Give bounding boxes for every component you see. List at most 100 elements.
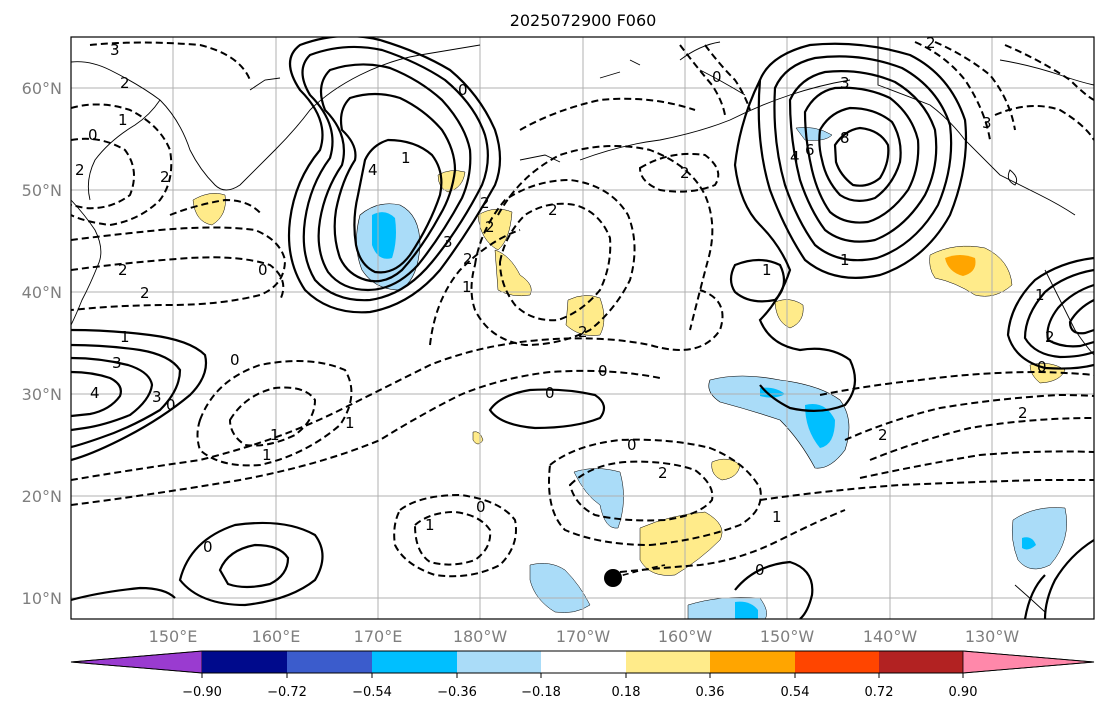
contour-label: 2 <box>485 218 495 236</box>
contour-label: 3 <box>982 114 992 132</box>
map-title: 2025072900 F060 <box>510 11 657 30</box>
svg-text:150°E: 150°E <box>149 627 198 646</box>
colorbar-bin <box>457 651 541 673</box>
lat-axis: 60°N 50°N 40°N 30°N 20°N 10°N <box>22 79 62 608</box>
map-frame <box>70 36 1095 620</box>
contour-label: 1 <box>345 414 355 432</box>
contour-label: 0 <box>476 498 486 516</box>
contour-label: 2 <box>75 161 85 179</box>
contour-label: 2 <box>140 284 150 302</box>
contour-label: 3 <box>152 388 162 406</box>
colorbar-bin <box>372 651 457 673</box>
colorbar-over-extension <box>962 650 1095 674</box>
contour-label: 8 <box>840 129 850 147</box>
contour-label: 2 <box>120 74 130 92</box>
contour-label: 3 <box>112 354 122 372</box>
colorbar-bin <box>541 651 626 673</box>
contour-label: 3 <box>443 233 453 251</box>
contour-label: 1 <box>840 251 850 269</box>
contour-label: 0 <box>598 362 608 380</box>
contour-label: 1 <box>262 446 272 464</box>
contour-label: 3 <box>840 74 850 92</box>
contour-label: 0 <box>545 384 555 402</box>
contour-label: 2 <box>480 194 490 212</box>
contour-label: 2 <box>578 323 588 341</box>
svg-text:160°W: 160°W <box>658 627 713 646</box>
colorbar-tick-label: −0.72 <box>267 685 307 700</box>
colorbar-under-extension <box>70 650 203 674</box>
svg-text:50°N: 50°N <box>22 181 62 200</box>
colorbar-bin <box>202 651 287 673</box>
contour-label: 0 <box>458 81 468 99</box>
contour-label: 1 <box>401 149 411 167</box>
contour-label: 0 <box>712 68 722 86</box>
colorbar-tick-label: 0.36 <box>696 685 725 700</box>
contour-label: 1 <box>1035 286 1045 304</box>
svg-text:130°W: 130°W <box>965 627 1020 646</box>
svg-text:30°N: 30°N <box>22 385 62 404</box>
colorbar-tick-label: 0.90 <box>949 685 978 700</box>
contour-label: 1 <box>772 508 782 526</box>
contour-label: 2 <box>118 261 128 279</box>
contours <box>71 37 1094 619</box>
lon-axis: 150°E 160°E 170°E 180°W 170°W 160°W 150°… <box>149 627 1020 646</box>
shading-layer <box>192 127 1067 619</box>
colorbar-tick-label: −0.18 <box>521 685 561 700</box>
contour-label: 1 <box>118 111 128 129</box>
contour-label: 0 <box>230 351 240 369</box>
contour-label: 3 <box>110 41 120 59</box>
contour-label: 0 <box>88 126 98 144</box>
contour-label: 2 <box>548 201 558 219</box>
contour-label: 1 <box>270 426 280 444</box>
contour-label: 2 <box>463 250 473 268</box>
svg-text:20°N: 20°N <box>22 487 62 506</box>
colorbar: −0.90 −0.72 −0.54 −0.36 −0.18 0.18 0.36 … <box>70 650 1095 700</box>
contour-label: 6 <box>805 141 815 159</box>
contour-label: 2 <box>680 164 690 182</box>
contour-label: 4 <box>90 384 100 402</box>
contour-label: 4 <box>368 161 378 179</box>
colorbar-tick-label: 0.72 <box>865 685 894 700</box>
svg-text:150°W: 150°W <box>760 627 815 646</box>
contour-label: 1 <box>120 328 130 346</box>
svg-text:160°E: 160°E <box>252 627 301 646</box>
contour-label: 0 <box>1037 358 1047 376</box>
contour-label: 2 <box>160 168 170 186</box>
svg-text:40°N: 40°N <box>22 283 62 302</box>
colorbar-tick-label: 0.54 <box>781 685 810 700</box>
contour-labels: 3 2 1 0 2 2 2 2 1 3 4 0 3 4 1 2 3 2 0 1 … <box>75 34 1055 579</box>
colorbar-bin <box>795 651 879 673</box>
contour-label: 2 <box>1018 404 1028 422</box>
contour-label: 0 <box>166 396 176 414</box>
storm-center-marker <box>604 569 622 587</box>
contour-label: 2 <box>658 464 668 482</box>
svg-text:180°W: 180°W <box>453 627 508 646</box>
colorbar-bin <box>710 651 795 673</box>
svg-text:170°W: 170°W <box>556 627 611 646</box>
colorbar-tick-label: 0.18 <box>612 685 641 700</box>
contour-label: 2 <box>878 426 888 444</box>
svg-text:10°N: 10°N <box>22 589 62 608</box>
svg-text:60°N: 60°N <box>22 79 62 98</box>
colorbar-tick-label: −0.90 <box>182 685 222 700</box>
svg-text:170°E: 170°E <box>354 627 403 646</box>
contour-label: 1 <box>762 261 772 279</box>
contour-label: 2 <box>1045 328 1055 346</box>
colorbar-bin <box>626 651 710 673</box>
colorbar-bin <box>287 651 372 673</box>
contour-label: 0 <box>627 436 637 454</box>
contour-label: 0 <box>755 561 765 579</box>
contour-label: 1 <box>425 516 435 534</box>
svg-text:140°W: 140°W <box>863 627 918 646</box>
contour-label: 0 <box>203 538 213 556</box>
gridlines <box>71 37 1094 619</box>
contour-label: 0 <box>258 261 268 279</box>
contour-label: 2 <box>926 34 936 52</box>
colorbar-tick-label: −0.54 <box>352 685 392 700</box>
colorbar-ticks <box>201 673 964 678</box>
coastlines <box>71 37 1094 613</box>
colorbar-tick-label: −0.36 <box>437 685 477 700</box>
colorbar-bin <box>879 651 963 673</box>
contour-label: 1 <box>462 278 472 296</box>
contour-label: 4 <box>790 148 800 166</box>
